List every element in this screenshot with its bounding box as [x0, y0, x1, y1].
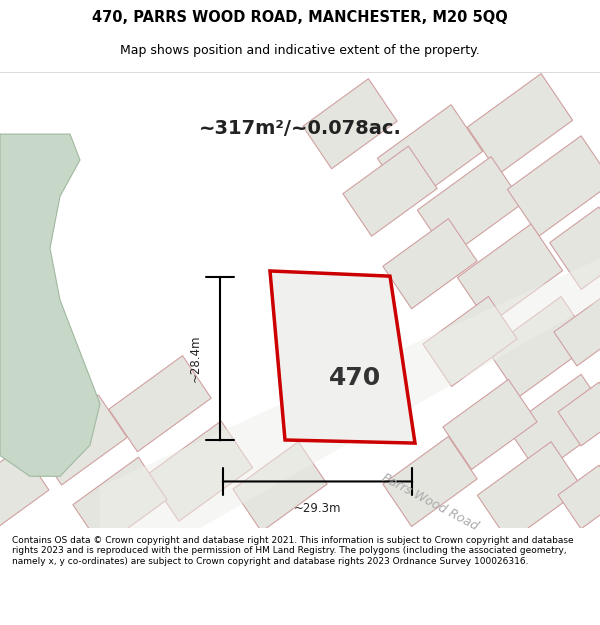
- Polygon shape: [383, 436, 477, 526]
- Polygon shape: [550, 207, 600, 289]
- Polygon shape: [508, 136, 600, 236]
- Text: Contains OS data © Crown copyright and database right 2021. This information is : Contains OS data © Crown copyright and d…: [12, 536, 574, 566]
- Polygon shape: [0, 448, 49, 526]
- Text: ~29.3m: ~29.3m: [294, 503, 341, 515]
- Polygon shape: [487, 296, 593, 397]
- Polygon shape: [457, 224, 563, 324]
- Polygon shape: [109, 356, 211, 452]
- Text: ~28.4m: ~28.4m: [189, 335, 202, 382]
- Polygon shape: [377, 105, 482, 205]
- Text: Map shows position and indicative extent of the property.: Map shows position and indicative extent…: [120, 44, 480, 57]
- Polygon shape: [100, 259, 600, 528]
- Polygon shape: [478, 442, 583, 542]
- Polygon shape: [508, 374, 600, 474]
- Polygon shape: [418, 156, 523, 257]
- Text: 470, PARRS WOOD ROAD, MANCHESTER, M20 5QQ: 470, PARRS WOOD ROAD, MANCHESTER, M20 5Q…: [92, 11, 508, 26]
- Text: 470: 470: [329, 366, 381, 390]
- Polygon shape: [0, 134, 100, 476]
- Polygon shape: [303, 79, 397, 169]
- Polygon shape: [558, 382, 600, 446]
- Polygon shape: [383, 219, 477, 309]
- Polygon shape: [423, 296, 517, 386]
- Polygon shape: [270, 271, 415, 443]
- Polygon shape: [554, 296, 600, 366]
- Polygon shape: [148, 421, 253, 521]
- Text: ~317m²/~0.078ac.: ~317m²/~0.078ac.: [199, 119, 401, 138]
- Polygon shape: [33, 395, 127, 485]
- Polygon shape: [73, 457, 167, 548]
- Polygon shape: [558, 465, 600, 529]
- Text: Parrs Wood Road: Parrs Wood Road: [380, 471, 481, 533]
- Polygon shape: [443, 379, 537, 469]
- Polygon shape: [467, 74, 572, 174]
- Polygon shape: [343, 146, 437, 236]
- Polygon shape: [233, 442, 327, 532]
